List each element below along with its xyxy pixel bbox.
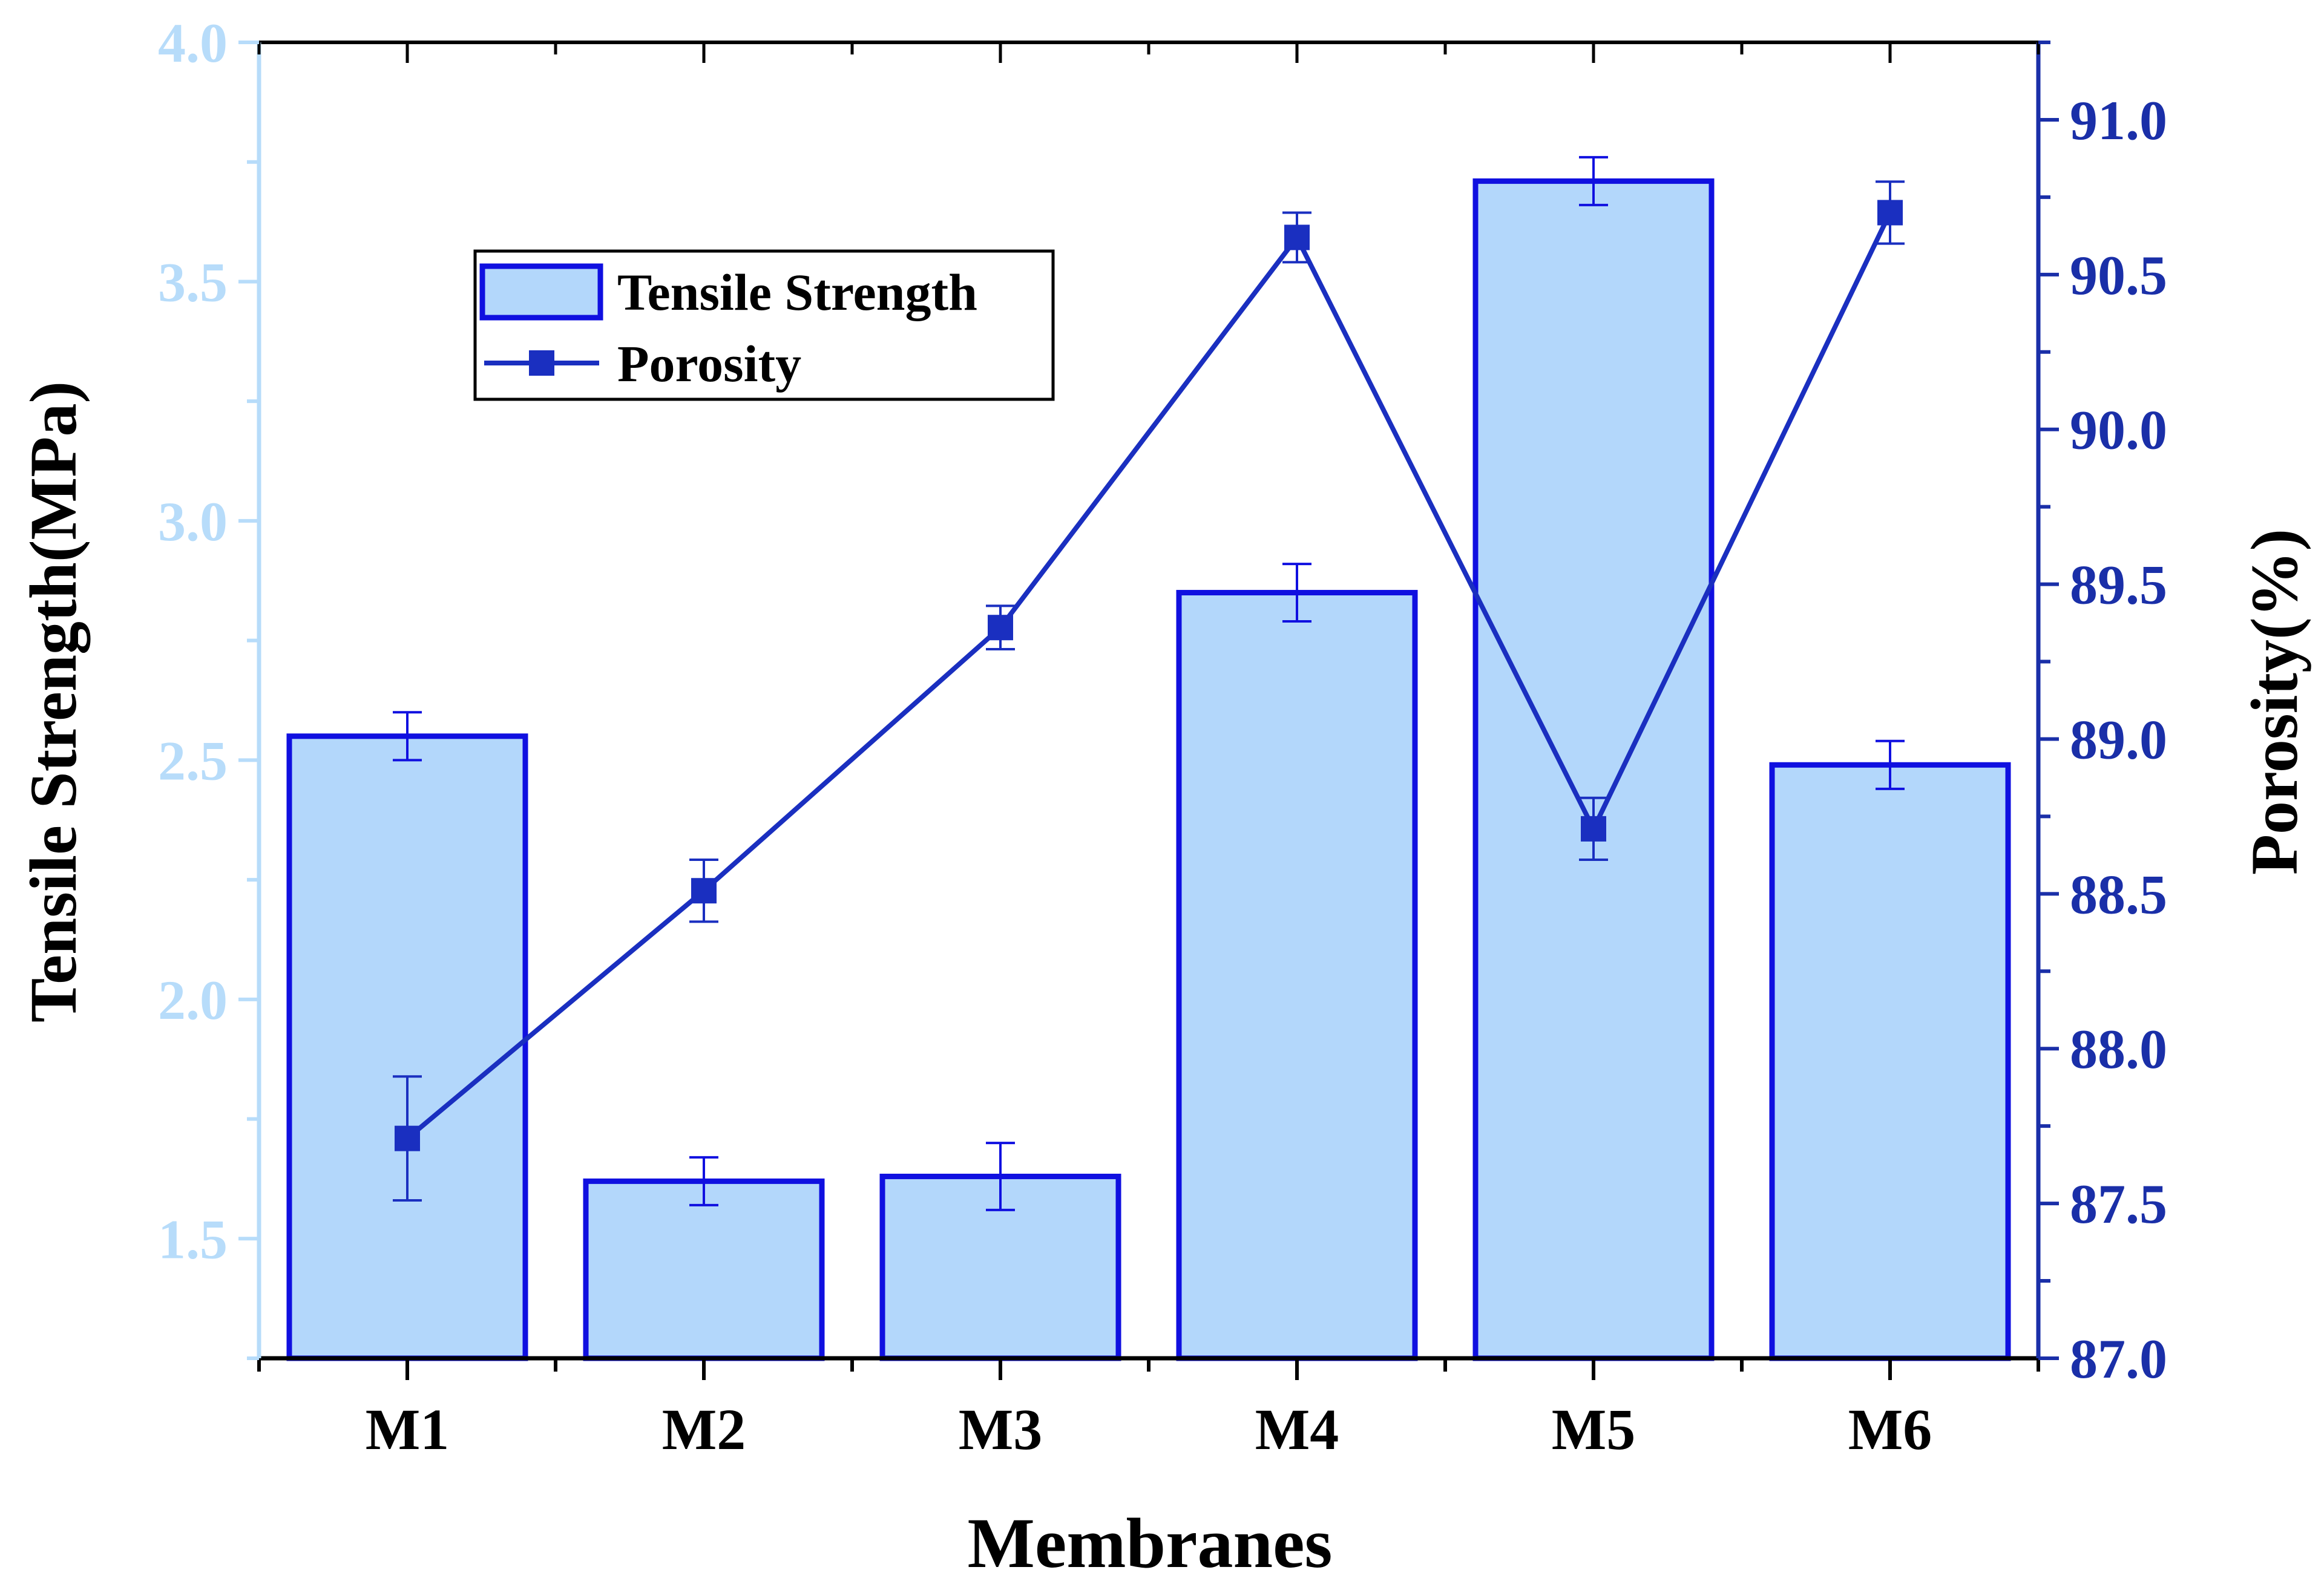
axes-layer: M1 M2 M3 M4 M5 M6 1.5 2.0 2.5 3.0 3.5 4.0 87.0 87.5 88… bbox=[158, 12, 2167, 1462]
left-tick-label: 2.0 bbox=[158, 969, 228, 1031]
left-tick-label: 2.5 bbox=[158, 730, 228, 791]
legend-swatch-tensile bbox=[479, 263, 603, 321]
porosity-marker-m3 bbox=[988, 615, 1013, 641]
legend-label-porosity: Porosity bbox=[617, 335, 801, 393]
porosity-marker-m2 bbox=[691, 878, 717, 904]
right-tick-label: 88.0 bbox=[2070, 1018, 2167, 1080]
left-tick-label: 4.0 bbox=[158, 12, 228, 74]
porosity-marker-m6 bbox=[1877, 200, 1903, 226]
x-tick-label: M4 bbox=[1255, 1397, 1339, 1462]
bar-error-m6 bbox=[1876, 739, 1905, 790]
right-tick-label: 87.0 bbox=[2070, 1328, 2167, 1390]
left-tick-label: 1.5 bbox=[158, 1208, 228, 1270]
porosity-line bbox=[405, 211, 1892, 1140]
bar-m1 bbox=[286, 733, 528, 1361]
x-axis-title: Membranes bbox=[968, 1503, 1333, 1583]
right-tick-label: 90.0 bbox=[2070, 399, 2167, 461]
right-tick-label: 87.5 bbox=[2070, 1173, 2167, 1235]
bar-error-m4 bbox=[1282, 563, 1311, 623]
x-tick-label: M3 bbox=[959, 1397, 1043, 1462]
porosity-marker-m1 bbox=[395, 1125, 420, 1151]
bar-error-m3 bbox=[986, 1142, 1015, 1211]
left-tick-label: 3.5 bbox=[158, 251, 228, 313]
bar-m6 bbox=[1769, 762, 2011, 1361]
bar-m4 bbox=[1176, 590, 1418, 1361]
x-tick-label: M5 bbox=[1552, 1397, 1636, 1462]
left-axis-title: Tensile Strength(MPa) bbox=[16, 381, 90, 1022]
bar-error-m1 bbox=[393, 711, 422, 762]
right-tick-label: 91.0 bbox=[2070, 90, 2167, 151]
left-tick-label: 3.0 bbox=[158, 491, 228, 552]
legend-marker-porosity bbox=[529, 350, 554, 376]
x-tick-label: M6 bbox=[1848, 1397, 1932, 1462]
legend: Tensile Strength Porosity bbox=[473, 249, 1055, 401]
porosity-line-layer bbox=[395, 200, 1903, 1151]
right-tick-label: 90.5 bbox=[2070, 244, 2167, 306]
bar-m5 bbox=[1472, 178, 1715, 1361]
porosity-marker-m5 bbox=[1581, 816, 1606, 842]
x-tick-label: M1 bbox=[366, 1397, 450, 1462]
bar-error-m2 bbox=[689, 1156, 718, 1206]
bar-error-m5 bbox=[1579, 155, 1608, 206]
right-tick-label: 88.5 bbox=[2070, 863, 2167, 925]
right-tick-label: 89.0 bbox=[2070, 708, 2167, 770]
bar-layer bbox=[286, 178, 2011, 1361]
right-tick-label: 89.5 bbox=[2070, 554, 2167, 616]
bar-m2 bbox=[583, 1178, 825, 1361]
right-axis-title: Porosity(%) bbox=[2237, 529, 2311, 875]
porosity-marker-m4 bbox=[1284, 224, 1310, 250]
x-tick-label: M2 bbox=[662, 1397, 746, 1462]
legend-label-tensile: Tensile Strength bbox=[617, 263, 977, 321]
